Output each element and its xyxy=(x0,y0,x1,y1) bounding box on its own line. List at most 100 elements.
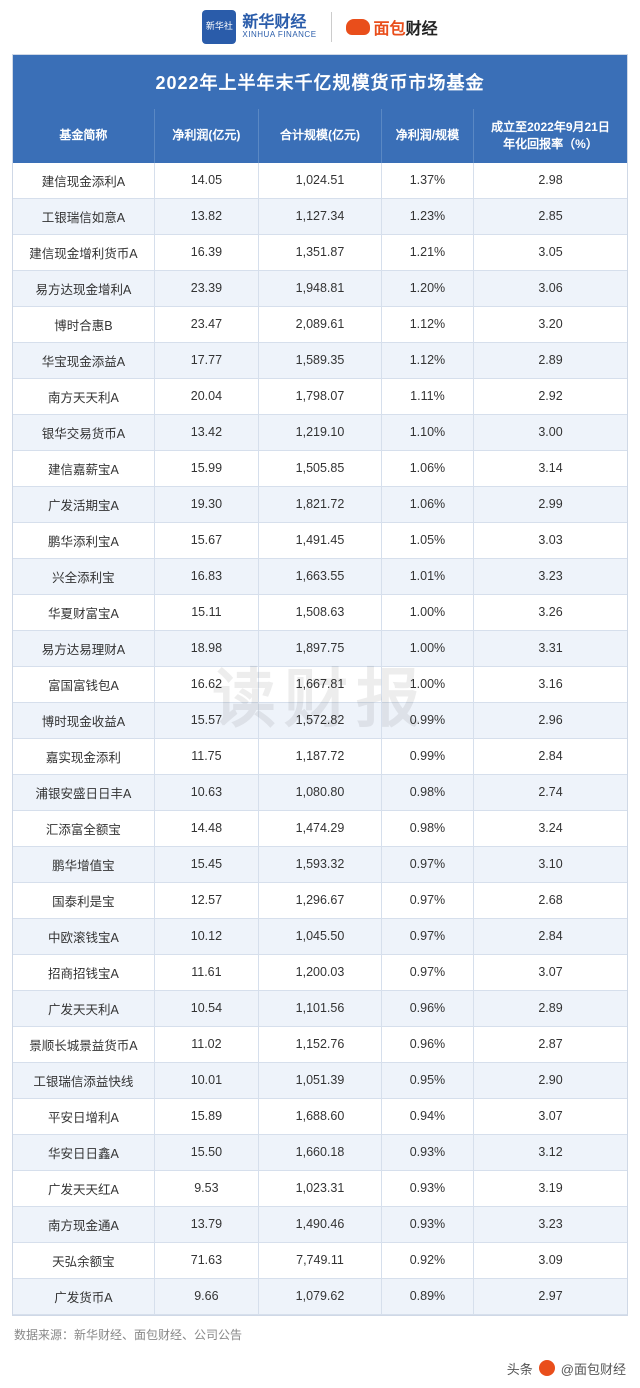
table-row: 博时现金收益A15.571,572.820.99%2.96 xyxy=(13,702,627,738)
table-cell: 华宝现金添益A xyxy=(13,342,154,378)
table-cell: 9.66 xyxy=(154,1278,258,1314)
table-row: 南方天天利A20.041,798.071.11%2.92 xyxy=(13,378,627,414)
table-cell: 3.06 xyxy=(473,270,627,306)
table-cell: 1,024.51 xyxy=(259,163,382,199)
table-cell: 富国富钱包A xyxy=(13,666,154,702)
table-cell: 1.00% xyxy=(381,594,473,630)
table-cell: 广发天天利A xyxy=(13,990,154,1026)
table-head-row: 基金简称净利润(亿元)合计规模(亿元)净利润/规模成立至2022年9月21日年化… xyxy=(13,109,627,163)
table-cell: 15.57 xyxy=(154,702,258,738)
table-row: 华夏财富宝A15.111,508.631.00%3.26 xyxy=(13,594,627,630)
table-cell: 13.79 xyxy=(154,1206,258,1242)
table-cell: 10.12 xyxy=(154,918,258,954)
bread-icon xyxy=(346,19,370,35)
table-cell: 1,798.07 xyxy=(259,378,382,414)
mianbao-text-a: 面包 xyxy=(374,21,406,38)
table-cell: 1,572.82 xyxy=(259,702,382,738)
header-logos: 新华社 新华财经 XINHUA FINANCE 面包财经 xyxy=(0,0,640,54)
table-cell: 13.82 xyxy=(154,198,258,234)
table-cell: 16.39 xyxy=(154,234,258,270)
table-row: 广发货币A9.661,079.620.89%2.97 xyxy=(13,1278,627,1314)
table-row: 银华交易货币A13.421,219.101.10%3.00 xyxy=(13,414,627,450)
table-row: 富国富钱包A16.621,667.811.00%3.16 xyxy=(13,666,627,702)
table-cell: 0.97% xyxy=(381,954,473,990)
table-cell: 1.06% xyxy=(381,450,473,486)
table-cell: 1,127.34 xyxy=(259,198,382,234)
table-cell: 0.93% xyxy=(381,1170,473,1206)
table-cell: 1,688.60 xyxy=(259,1098,382,1134)
table-cell: 9.53 xyxy=(154,1170,258,1206)
table-cell: 1,821.72 xyxy=(259,486,382,522)
table-row: 广发活期宝A19.301,821.721.06%2.99 xyxy=(13,486,627,522)
table-cell: 银华交易货币A xyxy=(13,414,154,450)
table-cell: 0.92% xyxy=(381,1242,473,1278)
table-cell: 广发货币A xyxy=(13,1278,154,1314)
table-cell: 3.07 xyxy=(473,954,627,990)
table-cell: 工银瑞信如意A xyxy=(13,198,154,234)
table-row: 景顺长城景益货币A11.021,152.760.96%2.87 xyxy=(13,1026,627,1062)
table-cell: 23.39 xyxy=(154,270,258,306)
table-row: 浦银安盛日日丰A10.631,080.800.98%2.74 xyxy=(13,774,627,810)
mianbao-logo: 面包财经 xyxy=(346,15,438,39)
col-header-4: 成立至2022年9月21日年化回报率（%） xyxy=(473,109,627,163)
table-cell: 1,045.50 xyxy=(259,918,382,954)
table-cell: 汇添富全额宝 xyxy=(13,810,154,846)
table-cell: 1,219.10 xyxy=(259,414,382,450)
table-cell: 鹏华添利宝A xyxy=(13,522,154,558)
table-cell: 15.50 xyxy=(154,1134,258,1170)
table-cell: 14.05 xyxy=(154,163,258,199)
table-cell: 1.21% xyxy=(381,234,473,270)
table-cell: 嘉实现金添利 xyxy=(13,738,154,774)
col-header-2: 合计规模(亿元) xyxy=(259,109,382,163)
table-cell: 1,152.76 xyxy=(259,1026,382,1062)
table-cell: 10.63 xyxy=(154,774,258,810)
xinhua-text: 新华财经 XINHUA FINANCE xyxy=(242,14,316,40)
footer-prefix: 头条 xyxy=(507,1359,533,1378)
table-cell: 11.61 xyxy=(154,954,258,990)
table-cell: 3.20 xyxy=(473,306,627,342)
table-cell: 鹏华增值宝 xyxy=(13,846,154,882)
table-cell: 0.95% xyxy=(381,1062,473,1098)
table-cell: 3.24 xyxy=(473,810,627,846)
xinhua-badge-l1: 新华社 xyxy=(206,22,233,32)
table-cell: 1,296.67 xyxy=(259,882,382,918)
table-cell: 3.10 xyxy=(473,846,627,882)
table-cell: 易方达现金增利A xyxy=(13,270,154,306)
table-cell: 1.01% xyxy=(381,558,473,594)
table-cell: 1.20% xyxy=(381,270,473,306)
table-cell: 10.54 xyxy=(154,990,258,1026)
table-cell: 23.47 xyxy=(154,306,258,342)
xinhua-logo: 新华社 新华财经 XINHUA FINANCE xyxy=(202,10,316,44)
table-cell: 2.92 xyxy=(473,378,627,414)
table-cell: 中欧滚钱宝A xyxy=(13,918,154,954)
table-cell: 0.97% xyxy=(381,882,473,918)
table-cell: 1,101.56 xyxy=(259,990,382,1026)
mianbao-text: 面包财经 xyxy=(374,15,438,39)
table-cell: 1.11% xyxy=(381,378,473,414)
table-cell: 3.00 xyxy=(473,414,627,450)
table-row: 嘉实现金添利11.751,187.720.99%2.84 xyxy=(13,738,627,774)
table-cell: 0.98% xyxy=(381,774,473,810)
table-cell: 1.10% xyxy=(381,414,473,450)
table-cell: 14.48 xyxy=(154,810,258,846)
table-cell: 2.68 xyxy=(473,882,627,918)
table-cell: 2.84 xyxy=(473,918,627,954)
table-cell: 18.98 xyxy=(154,630,258,666)
table-cell: 建信嘉薪宝A xyxy=(13,450,154,486)
table-cell: 建信现金增利货币A xyxy=(13,234,154,270)
table-cell: 16.83 xyxy=(154,558,258,594)
table-cell: 11.75 xyxy=(154,738,258,774)
col-header-3: 净利润/规模 xyxy=(381,109,473,163)
table-row: 天弘余额宝71.637,749.110.92%3.09 xyxy=(13,1242,627,1278)
table-cell: 0.94% xyxy=(381,1098,473,1134)
table-body: 建信现金添利A14.051,024.511.37%2.98工银瑞信如意A13.8… xyxy=(13,163,627,1315)
table-row: 博时合惠B23.472,089.611.12%3.20 xyxy=(13,306,627,342)
table-row: 南方现金通A13.791,490.460.93%3.23 xyxy=(13,1206,627,1242)
table-cell: 2.90 xyxy=(473,1062,627,1098)
table-cell: 2.74 xyxy=(473,774,627,810)
table-cell: 2.89 xyxy=(473,342,627,378)
table-cell: 2.84 xyxy=(473,738,627,774)
table-cell: 南方现金通A xyxy=(13,1206,154,1242)
table-cell: 71.63 xyxy=(154,1242,258,1278)
table-cell: 17.77 xyxy=(154,342,258,378)
